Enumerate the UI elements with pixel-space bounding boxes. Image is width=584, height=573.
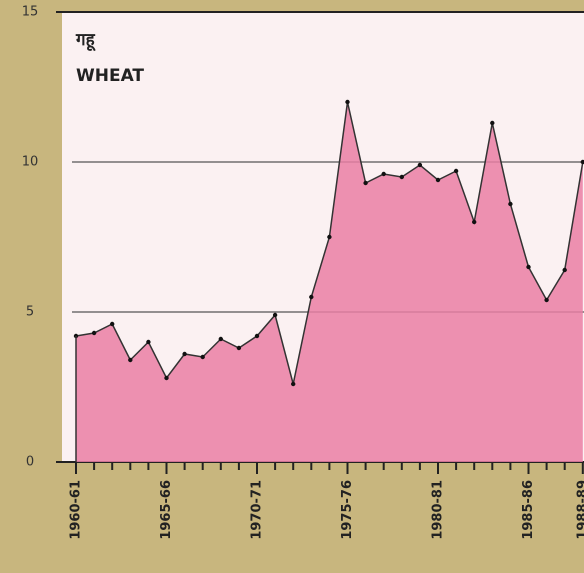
- point: [381, 171, 386, 177]
- point: [417, 162, 423, 168]
- point: [472, 219, 477, 225]
- point: [526, 264, 531, 270]
- point: [345, 99, 350, 105]
- point: [110, 321, 115, 327]
- x-tick-label: 1960-61: [69, 480, 84, 540]
- area: [76, 102, 583, 462]
- point: [544, 297, 549, 303]
- point: [363, 180, 368, 186]
- x-tick-label: 1965-66: [159, 480, 174, 540]
- point: [580, 159, 584, 165]
- point: [272, 312, 278, 318]
- y-tick-label: 0: [26, 455, 34, 470]
- x-tick-label: 1988-89: [575, 480, 584, 540]
- point: [91, 330, 97, 336]
- point: [146, 339, 151, 345]
- point: [508, 201, 513, 207]
- x-tick-label: 1975-76: [340, 480, 355, 540]
- point: [490, 120, 495, 126]
- point: [164, 375, 169, 381]
- x-tick-label: 1970-71: [250, 480, 265, 540]
- y-tick-label: 5: [26, 305, 34, 320]
- chart-subtitle: WHEAT: [76, 66, 144, 86]
- y-tick-label: 10: [22, 155, 39, 170]
- point: [562, 267, 567, 273]
- point: [291, 381, 296, 387]
- point: [218, 336, 223, 342]
- point: [399, 174, 404, 180]
- point: [200, 354, 205, 360]
- point: [128, 357, 133, 363]
- point: [254, 333, 260, 339]
- point: [453, 168, 459, 174]
- point: [236, 345, 242, 351]
- point: [435, 177, 441, 183]
- x-tick-label: 1985-86: [521, 480, 536, 540]
- x-tick-label: 1980-81: [431, 480, 446, 540]
- point: [327, 234, 332, 240]
- y-tick-label: 15: [22, 5, 39, 20]
- point: [309, 294, 314, 300]
- chart-title: गहू: [75, 30, 97, 52]
- point: [182, 351, 187, 357]
